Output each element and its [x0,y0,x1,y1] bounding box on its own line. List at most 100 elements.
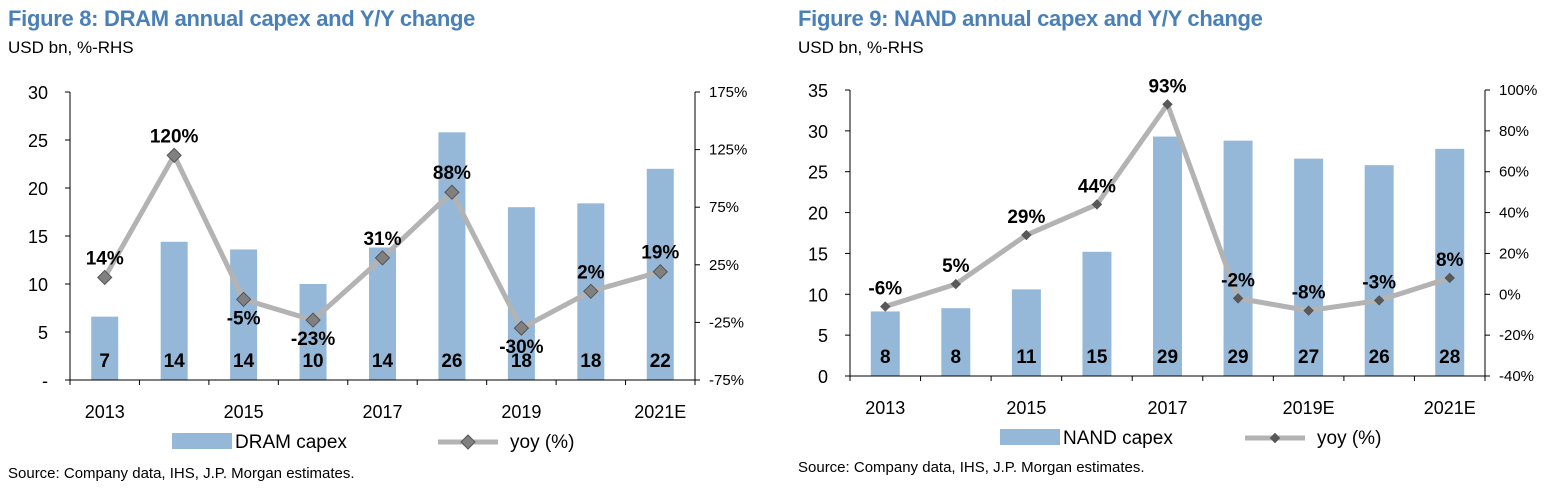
right-axis-tick-label: -20% [1499,327,1534,344]
yoy-marker [1303,305,1314,316]
yoy-value-label: 19% [641,243,679,264]
x-axis-tick-label: 2021E [1424,398,1476,418]
nand-capex-chart: 8 8 11 15 29 29 27 26 28 0 5 10 15 20 25 30 35 -40% -20% 0%… [808,76,1537,449]
legend-line-label: yoy (%) [510,432,574,453]
bar-value-label: 8 [951,347,962,368]
left-axis-tick-label: - [42,371,48,391]
capex-bar [230,249,258,380]
yoy-marker [374,250,391,266]
right-axis-tick-label: -40% [1499,368,1534,385]
right-axis-tick-label: 0% [1499,286,1521,303]
capex-bar [1223,140,1253,376]
bar-value-label: 28 [1439,347,1460,368]
right-axis-tick-label: 60% [1499,164,1529,181]
right-axis-tick-label: 100% [1499,82,1537,99]
capex-bar [438,132,466,380]
yoy-value-label: -30% [499,337,543,358]
left-axis-tick-label: 30 [808,122,828,142]
right-axis-tick-label: 40% [1499,205,1529,222]
yoy-marker [1232,293,1244,304]
left-axis-tick-label: 15 [808,244,828,264]
bar-value-label: 14 [372,351,394,372]
yoy-value-label: 120% [150,126,199,147]
capex-bar [1294,158,1324,376]
legend-bar-label: NAND capex [1063,428,1173,449]
yoy-marker [1162,99,1173,110]
figure-title: Figure 8: DRAM annual capex and Y/Y chan… [8,6,476,31]
units-label: USD bn, %-RHS [798,38,924,57]
capex-bar [1153,136,1182,376]
bar-value-label: 8 [880,347,891,368]
bar-value-label: 7 [99,351,110,372]
capex-bar [1435,148,1465,376]
x-axis-tick-label: 2015 [224,402,264,422]
left-axis-tick-label: 10 [28,275,48,295]
yoy-value-label: -5% [227,308,261,329]
right-axis-tick-label: 175% [709,84,747,101]
bar-value-label: 27 [1298,347,1319,368]
left-axis-tick-label: 15 [28,227,48,247]
yoy-marker [880,301,891,312]
capex-bar [369,247,396,380]
right-axis-tick-label: 80% [1499,123,1529,140]
x-axis-tick-label: 2017 [362,402,402,422]
legend-bar-label: DRAM capex [235,432,347,453]
yoy-value-label: -23% [291,329,335,350]
capex-bar [91,316,119,380]
figure-title: Figure 9: NAND annual capex and Y/Y chan… [798,6,1263,31]
left-axis-tick-label: 5 [818,326,828,346]
right-axis-tick-label: 75% [709,199,739,216]
yoy-value-label: -2% [1221,270,1255,291]
source-note: Source: Company data, IHS, J.P. Morgan e… [8,465,355,482]
left-axis-tick-label: 35 [808,81,828,101]
left-axis-tick-label: 10 [808,285,828,305]
right-axis-tick-label: -25% [709,314,744,331]
x-axis-tick-label: 2015 [1006,398,1046,418]
bar-value-label: 18 [580,351,601,372]
x-axis-tick-label: 2013 [85,402,125,422]
yoy-value-label: 93% [1148,76,1186,97]
yoy-marker [950,278,962,290]
legend-marker [1269,432,1281,444]
x-axis-tick-label: 2021E [634,402,686,422]
capex-bar [160,241,188,380]
yoy-value-label: 44% [1078,176,1116,197]
yoy-value-label: 5% [942,256,970,277]
yoy-value-label: -3% [1362,272,1396,293]
capex-bar [1011,289,1041,376]
yoy-marker [444,184,460,200]
legend-bar-swatch [172,433,232,449]
figure-8-panel: Figure 8: DRAM annual capex and Y/Y chan… [0,0,775,493]
legend-marker [460,434,476,450]
yoy-value-label: 14% [86,248,124,269]
left-axis-tick-label: 30 [28,83,48,103]
yoy-marker [583,283,599,300]
figure-9-panel: Figure 9: NAND annual capex and Y/Y chan… [790,0,1553,493]
bar-value-label: 26 [441,351,462,372]
yoy-value-label: -8% [1292,283,1326,304]
bar-value-label: 15 [1086,347,1108,368]
yoy-marker [235,291,252,308]
source-note: Source: Company data, IHS, J.P. Morgan e… [798,459,1145,476]
x-axis-tick-label: 2017 [1147,398,1187,418]
yoy-value-label: 8% [1436,250,1464,271]
capex-bar [941,308,971,376]
left-axis-tick-label: 5 [38,323,48,343]
yoy-marker [1091,199,1103,210]
legend-line-label: yoy (%) [1317,428,1381,449]
yoy-marker [1373,295,1385,306]
x-axis-tick-label: 2019E [1283,398,1335,418]
left-axis-tick-label: 20 [808,204,828,224]
right-axis-tick-label: 125% [709,142,747,159]
yoy-value-label: 31% [363,229,401,250]
yoy-marker [1444,272,1455,284]
yoy-value-label: 88% [433,163,471,184]
bar-value-label: 29 [1227,347,1248,368]
x-axis-tick-label: 2019 [501,402,541,422]
yoy-marker [97,269,113,286]
yoy-marker [305,312,321,328]
bar-value-label: 29 [1157,347,1178,368]
bar-value-label: 11 [1016,347,1037,368]
bar-value-label: 18 [511,351,532,372]
capex-bar [870,311,900,376]
